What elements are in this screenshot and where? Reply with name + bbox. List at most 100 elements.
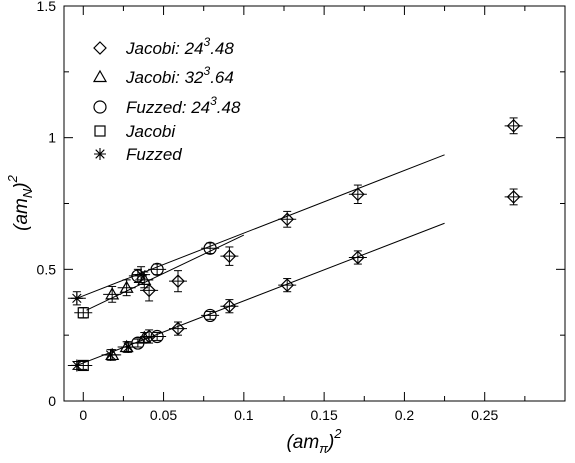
point-marker [506, 190, 521, 204]
point-marker [351, 187, 365, 202]
y-axis-label: (amN)2 [5, 174, 35, 230]
fit-line-1 [86, 234, 245, 311]
point-marker-shape [203, 241, 217, 255]
point-marker-shape [104, 348, 117, 361]
legend-item-asterisk: Fuzzed [94, 145, 182, 164]
point-marker [122, 341, 135, 354]
data-point-square-0 [74, 307, 93, 319]
point-marker [70, 359, 83, 372]
point-marker [77, 307, 89, 319]
legend-marker-square-icon [94, 125, 106, 137]
data-point-circle-1 [148, 262, 167, 276]
point-marker [105, 287, 120, 300]
point-marker-shape [171, 321, 185, 336]
point-marker-shape [119, 280, 134, 293]
point-marker [203, 308, 217, 323]
legend-marker-asterisk-icon [94, 148, 106, 160]
point-marker-shape [506, 190, 521, 204]
data-point-diamond-10 [278, 278, 297, 293]
x-tick-label: 0.1 [234, 407, 254, 423]
point-marker-shape [150, 262, 164, 276]
legend-item-square: Jacobi [94, 122, 176, 141]
x-tick-label: 0.25 [471, 407, 498, 423]
point-marker-shape [77, 307, 89, 319]
x-tick-label: 0.15 [311, 407, 338, 423]
data-point-triangle-1 [117, 279, 136, 297]
data-points [67, 117, 523, 372]
point-marker-shape [122, 341, 135, 354]
legend-marker-circle-icon [93, 100, 107, 114]
data-point-diamond-2 [220, 246, 239, 266]
data-point-diamond-6 [504, 188, 523, 206]
point-marker-shape [222, 299, 237, 314]
legend-item-circle: Fuzzed: 243.48 [93, 94, 241, 117]
data-point-asterisk-0 [67, 291, 86, 306]
point-marker-shape [506, 118, 521, 133]
data-point-asterisk-2 [101, 348, 120, 361]
point-marker-shape [70, 359, 83, 372]
point-marker [135, 268, 148, 281]
point-marker [222, 299, 237, 314]
data-point-diamond-8 [169, 321, 188, 336]
data-point-circle-2 [201, 241, 220, 255]
fit-lines [76, 154, 445, 366]
data-point-diamond-9 [220, 299, 239, 314]
y-axis-ticks: 0 0.5 1 1.5 [37, 0, 565, 409]
x-axis-label: (amπ)2 [286, 426, 342, 456]
point-marker-shape [70, 292, 83, 305]
point-marker [280, 278, 295, 292]
point-marker [280, 212, 295, 227]
point-marker [70, 292, 83, 305]
legend-marker-circle-icon-shape [93, 100, 107, 114]
point-marker-shape [203, 308, 217, 323]
point-marker [222, 249, 237, 264]
data-point-diamond-5 [504, 117, 523, 135]
data-point-diamond-11 [348, 250, 367, 265]
point-marker [150, 262, 164, 276]
data-point-asterisk-1 [67, 359, 86, 372]
legend-marker-triangle-icon-shape [92, 69, 108, 83]
legend-label: Jacobi: 323.64 [125, 64, 234, 87]
x-tick-label: 0.2 [395, 407, 415, 423]
data-point-asterisk-3 [119, 341, 138, 354]
point-marker-shape [131, 269, 145, 283]
legend-marker-asterisk-icon-shape [94, 148, 106, 160]
legend-label: Fuzzed: 243.48 [126, 94, 241, 117]
point-marker [150, 329, 164, 344]
point-marker-shape [222, 249, 237, 264]
point-marker-shape [351, 250, 365, 265]
point-marker-shape [142, 283, 156, 298]
legend: Jacobi: 243.48 Jacobi: 323.64 Fuzzed: 243.… [92, 35, 241, 164]
legend-label: Jacobi [125, 122, 176, 141]
data-point-circle-5 [201, 308, 220, 323]
legend-marker-diamond-icon-shape [93, 41, 107, 55]
legend-marker-diamond-icon [93, 41, 107, 55]
point-marker-shape [105, 287, 120, 300]
legend-item-diamond: Jacobi: 243.48 [93, 35, 234, 58]
point-marker [119, 280, 134, 293]
data-point-diamond-1 [169, 270, 188, 293]
data-point-circle-4 [148, 329, 167, 344]
data-point-triangle-0 [103, 285, 122, 303]
point-marker [171, 321, 185, 336]
point-marker-shape [135, 268, 148, 281]
data-point-asterisk-4 [132, 266, 151, 283]
y-tick-label: 0 [48, 393, 56, 409]
x-tick-label: 0 [79, 407, 87, 423]
point-marker [506, 118, 521, 133]
point-marker-shape [280, 212, 295, 227]
legend-label: Jacobi: 243.48 [125, 35, 234, 58]
point-marker [131, 269, 145, 283]
y-tick-label: 1 [48, 130, 56, 146]
point-marker-shape [280, 278, 295, 292]
point-marker-shape [150, 329, 164, 344]
point-marker [351, 250, 365, 265]
y-tick-label: 1.5 [37, 0, 57, 14]
data-point-diamond-3 [278, 210, 297, 228]
point-marker [142, 283, 156, 298]
point-marker [104, 348, 117, 361]
x-axis-ticks: 0 0.05 0.1 0.15 0.2 0.25 [79, 6, 526, 423]
data-point-diamond-4 [348, 184, 367, 204]
legend-marker-square-icon-shape [94, 125, 106, 137]
